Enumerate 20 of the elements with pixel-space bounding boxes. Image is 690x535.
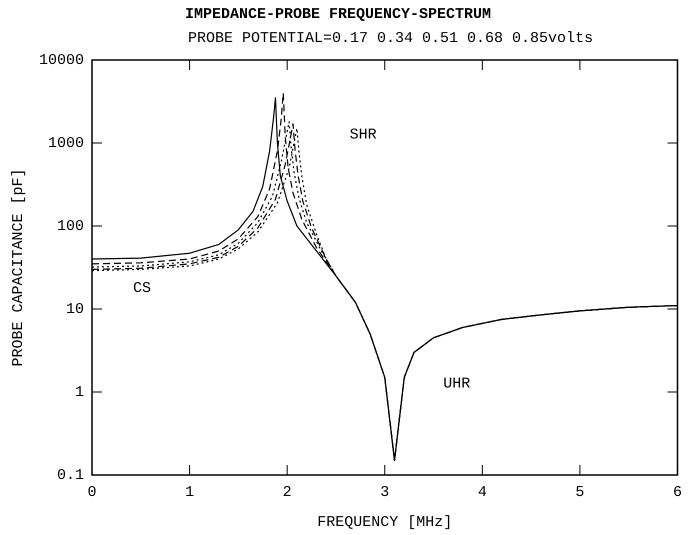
y-tick-label: 1 xyxy=(74,384,84,401)
annotation: SHR xyxy=(350,126,377,144)
y-tick-label: 10000 xyxy=(38,52,84,69)
x-tick-label: 3 xyxy=(380,484,390,501)
annotation: UHR xyxy=(443,376,470,393)
x-tick-label: 0 xyxy=(88,484,97,501)
x-axis-title: FREQUENCY [MHz] xyxy=(317,514,452,531)
y-axis-title: PROBE CAPACITANCE [pF] xyxy=(10,168,27,367)
x-tick-label: 2 xyxy=(282,484,292,501)
x-tick-label: 6 xyxy=(672,484,682,501)
annotation: CS xyxy=(132,280,152,298)
x-tick-label: 5 xyxy=(575,484,584,501)
x-tick-label: 4 xyxy=(478,484,487,501)
y-tick-label: 1000 xyxy=(48,134,84,152)
chart-title: IMPEDANCE-PROBE FREQUENCY-SPECTRUM xyxy=(185,6,492,23)
y-tick-label: 100 xyxy=(56,218,84,235)
y-tick-label: 10 xyxy=(66,300,84,318)
y-tick-label: 0.1 xyxy=(56,466,84,484)
chart-subtitle: PROBE POTENTIAL=0.17 0.34 0.51 0.68 0.85volts xyxy=(188,30,594,47)
x-tick-label: 1 xyxy=(185,484,194,501)
